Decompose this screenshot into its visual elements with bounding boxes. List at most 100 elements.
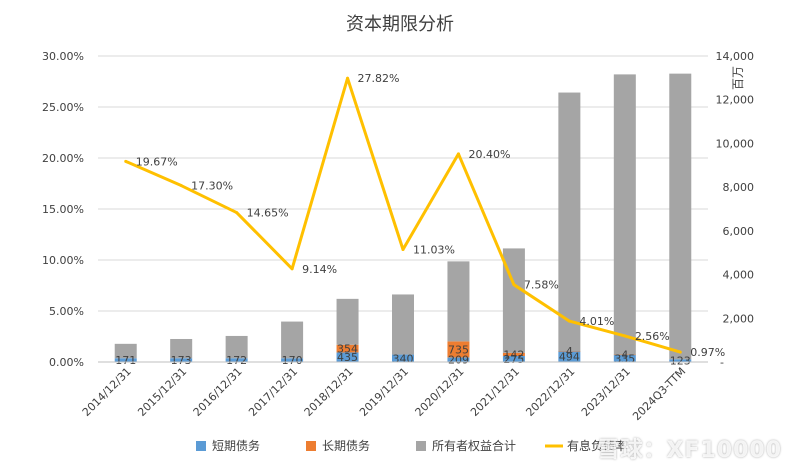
y2-tick-label: 4,000	[723, 269, 755, 282]
x-tick-label: 2023/12/31	[579, 365, 633, 419]
y2-tick-label: 12,000	[716, 94, 755, 107]
y2-tick-label: 10,000	[716, 137, 755, 150]
watermark: 雪球：XF10000	[597, 438, 782, 463]
bar-value-label: 170	[282, 354, 303, 367]
line-point	[179, 184, 183, 188]
bar	[336, 344, 359, 353]
bar-value-label: 4	[621, 349, 628, 362]
x-tick-label: 2021/12/31	[468, 365, 522, 419]
y2-tick-label: 8,000	[723, 181, 755, 194]
line-point	[456, 152, 460, 156]
bar	[336, 352, 359, 362]
x-axis: 2014/12/31 2015/12/31 2016/12/31 2017/12/31…	[80, 361, 708, 423]
line-value-label: 2.56%	[635, 330, 670, 343]
bar	[613, 354, 636, 356]
x-tick-label: 2024Q3-TTM	[630, 365, 688, 423]
bar	[281, 321, 304, 359]
x-tick-label: 2014/12/31	[80, 365, 134, 419]
line-point	[567, 319, 571, 323]
line-point	[290, 267, 294, 271]
bar-value-label: 173	[171, 354, 192, 367]
bar	[669, 73, 692, 360]
bar	[558, 92, 581, 352]
legend-swatch	[306, 441, 316, 451]
bar	[225, 335, 248, 359]
bar	[392, 354, 414, 362]
y-tick-label: 30.00%	[42, 50, 84, 63]
y2-tick-label: 2,000	[723, 312, 755, 325]
legend-swatch	[196, 441, 206, 451]
line-point	[512, 283, 516, 287]
legend-label: 所有者权益合计	[432, 438, 516, 453]
bar-value-label: 4	[566, 345, 573, 358]
bar	[170, 358, 193, 362]
bar	[170, 338, 193, 359]
y-tick-label: 10.00%	[42, 254, 84, 267]
legend-label: 长期债务	[322, 438, 370, 453]
bar-value-label: 275	[503, 353, 524, 366]
bar-value-label: 171	[115, 354, 136, 367]
bar	[502, 355, 525, 362]
x-tick-label: 2019/12/31	[357, 365, 411, 419]
grid-lines	[98, 55, 708, 363]
line-value-label: 20.40%	[468, 148, 510, 161]
line-value-label: 7.58%	[524, 279, 559, 292]
bar	[613, 74, 636, 355]
bar	[613, 354, 636, 362]
x-tick-label: 2017/12/31	[246, 365, 300, 419]
bar	[447, 341, 470, 358]
bar-value-label: 354	[337, 343, 358, 356]
bar-value-label: 123	[670, 355, 691, 368]
line-point	[235, 211, 239, 215]
legend-label: 短期债务	[212, 438, 260, 453]
bar-value-label: 340	[393, 352, 414, 365]
line-value-label: 11.03%	[413, 243, 455, 256]
bar-value-label: 494	[559, 351, 580, 364]
line-point	[401, 247, 405, 251]
line-value-label: 17.30%	[191, 180, 233, 193]
y-tick-label: 0.00%	[49, 356, 84, 369]
bar	[669, 359, 692, 362]
line-value-label: 27.82%	[358, 72, 400, 85]
bar	[114, 358, 137, 362]
y-tick-label: 15.00%	[42, 203, 84, 216]
legend-swatch	[416, 441, 426, 451]
legend: 短期债务 长期债务 所有者权益合计 有息负债率	[196, 438, 627, 453]
bar-value-label: 172	[226, 354, 247, 367]
line-series	[124, 76, 682, 354]
bar	[225, 358, 248, 362]
x-tick-label: 2016/12/31	[191, 365, 245, 419]
line-point	[346, 76, 350, 80]
bar-value-label: 142	[503, 348, 524, 361]
line-point	[623, 334, 627, 338]
y-tick-label: 25.00%	[42, 101, 84, 114]
line-value-label: 0.97%	[690, 346, 725, 359]
y2-tick-label: -	[720, 356, 724, 369]
legend-label: 有息负债率	[567, 438, 627, 453]
bar	[114, 343, 137, 359]
line-point	[124, 159, 128, 163]
y-axis-left: 0.00% 5.00% 10.00% 15.00% 20.00% 25.00% 30.00%	[42, 50, 84, 369]
bar	[558, 351, 581, 362]
chart-title: 资本期限分析	[346, 14, 454, 35]
line-point	[678, 350, 682, 354]
bar-value-label: 435	[337, 351, 358, 364]
x-tick-label: 2022/12/31	[523, 365, 577, 419]
y2-tick-label: 6,000	[723, 225, 755, 238]
bar	[336, 298, 359, 345]
bar-value-label: 735	[448, 343, 469, 356]
x-tick-label: 2015/12/31	[135, 365, 189, 419]
x-tick-label: 2018/12/31	[302, 365, 356, 419]
y2-tick-label: 14,000	[716, 50, 755, 63]
line-value-label: 4.01%	[579, 315, 614, 328]
bar	[447, 357, 470, 362]
y-axis-right: - 2,000 4,000 6,000 8,000 10,000 12,000 14,000	[716, 50, 755, 369]
bar	[558, 351, 581, 352]
line-value-label: 14.65%	[247, 207, 289, 220]
bar	[502, 352, 525, 356]
bar	[281, 358, 304, 362]
bar-value-label: 209	[448, 354, 469, 367]
line-data-labels: 19.67% 17.30% 14.65% 9.14% 27.82% 11.03% 20.40…	[136, 72, 725, 359]
